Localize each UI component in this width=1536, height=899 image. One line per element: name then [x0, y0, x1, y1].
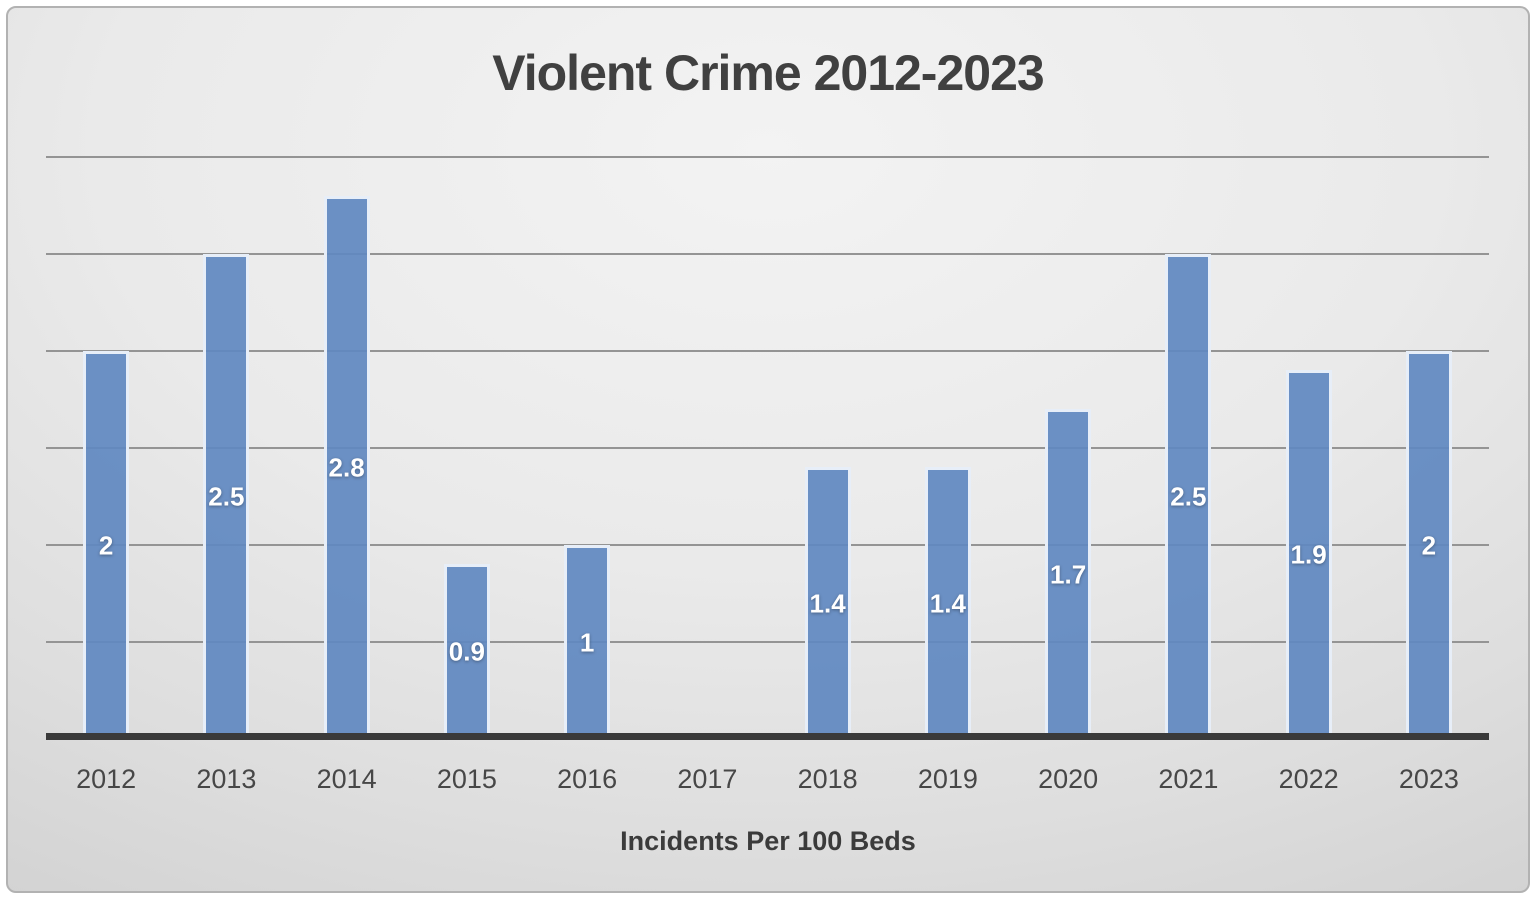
bar	[924, 467, 971, 740]
x-tick-label: 2023	[1398, 764, 1459, 794]
bar-value-label: 1.9	[1290, 539, 1327, 570]
x-tick-label: 2016	[557, 764, 618, 794]
chart-title: Violent Crime 2012-2023	[492, 45, 1044, 101]
gridline	[46, 350, 1489, 352]
bar-value-label: 2.5	[1170, 481, 1207, 512]
bar-value-label: 2	[98, 530, 114, 560]
bar	[443, 564, 490, 740]
x-tick-label: 2019	[917, 764, 978, 794]
bar-value-label: 2	[1421, 530, 1437, 560]
bar	[804, 467, 851, 740]
bar-value-label: 0.9	[448, 636, 485, 667]
x-tick-label: 2013	[196, 764, 257, 794]
bars-layer: 2 2.5 2.8 0.9 1 1.4 1.4 1.7 2.5 1.9 2	[8, 8, 1528, 891]
x-tick-label: 2018	[797, 764, 858, 794]
x-tick-label: 2017	[677, 764, 738, 794]
bar-value-label: 1.4	[929, 588, 966, 619]
x-tick-label: 2022	[1278, 764, 1339, 794]
x-tick-label: 2014	[316, 764, 377, 794]
bar	[83, 351, 130, 740]
bar	[564, 545, 611, 740]
bar-value-label: 1.7	[1050, 559, 1087, 590]
bar	[1165, 254, 1212, 740]
gridlines-layer	[46, 8, 1489, 891]
bar-value-label: 1.4	[809, 588, 846, 619]
x-tick-label: 2012	[76, 764, 137, 794]
gridline	[46, 156, 1489, 158]
x-tick-label: 2020	[1038, 764, 1099, 794]
gridline	[46, 641, 1489, 643]
bar-value-label: 2.8	[328, 452, 365, 483]
x-axis-line	[46, 733, 1489, 740]
gridline	[46, 447, 1489, 449]
bar	[203, 254, 250, 740]
chart-frame: Violent Crime 2012-2023 2 2.5 2.8 0.9 1 1.4 1.…	[6, 6, 1530, 893]
bar	[323, 195, 370, 740]
gridline	[46, 253, 1489, 255]
bar-value-label: 1	[579, 627, 595, 657]
bar	[1045, 409, 1092, 740]
bar	[1285, 370, 1332, 740]
x-tick-label: 2015	[436, 764, 497, 794]
bar	[1405, 351, 1452, 740]
gridline	[46, 544, 1489, 546]
bar-value-label: 2.5	[208, 481, 245, 512]
x-axis-title: Incidents Per 100 Beds	[620, 826, 916, 856]
x-tick-label: 2021	[1158, 764, 1219, 794]
